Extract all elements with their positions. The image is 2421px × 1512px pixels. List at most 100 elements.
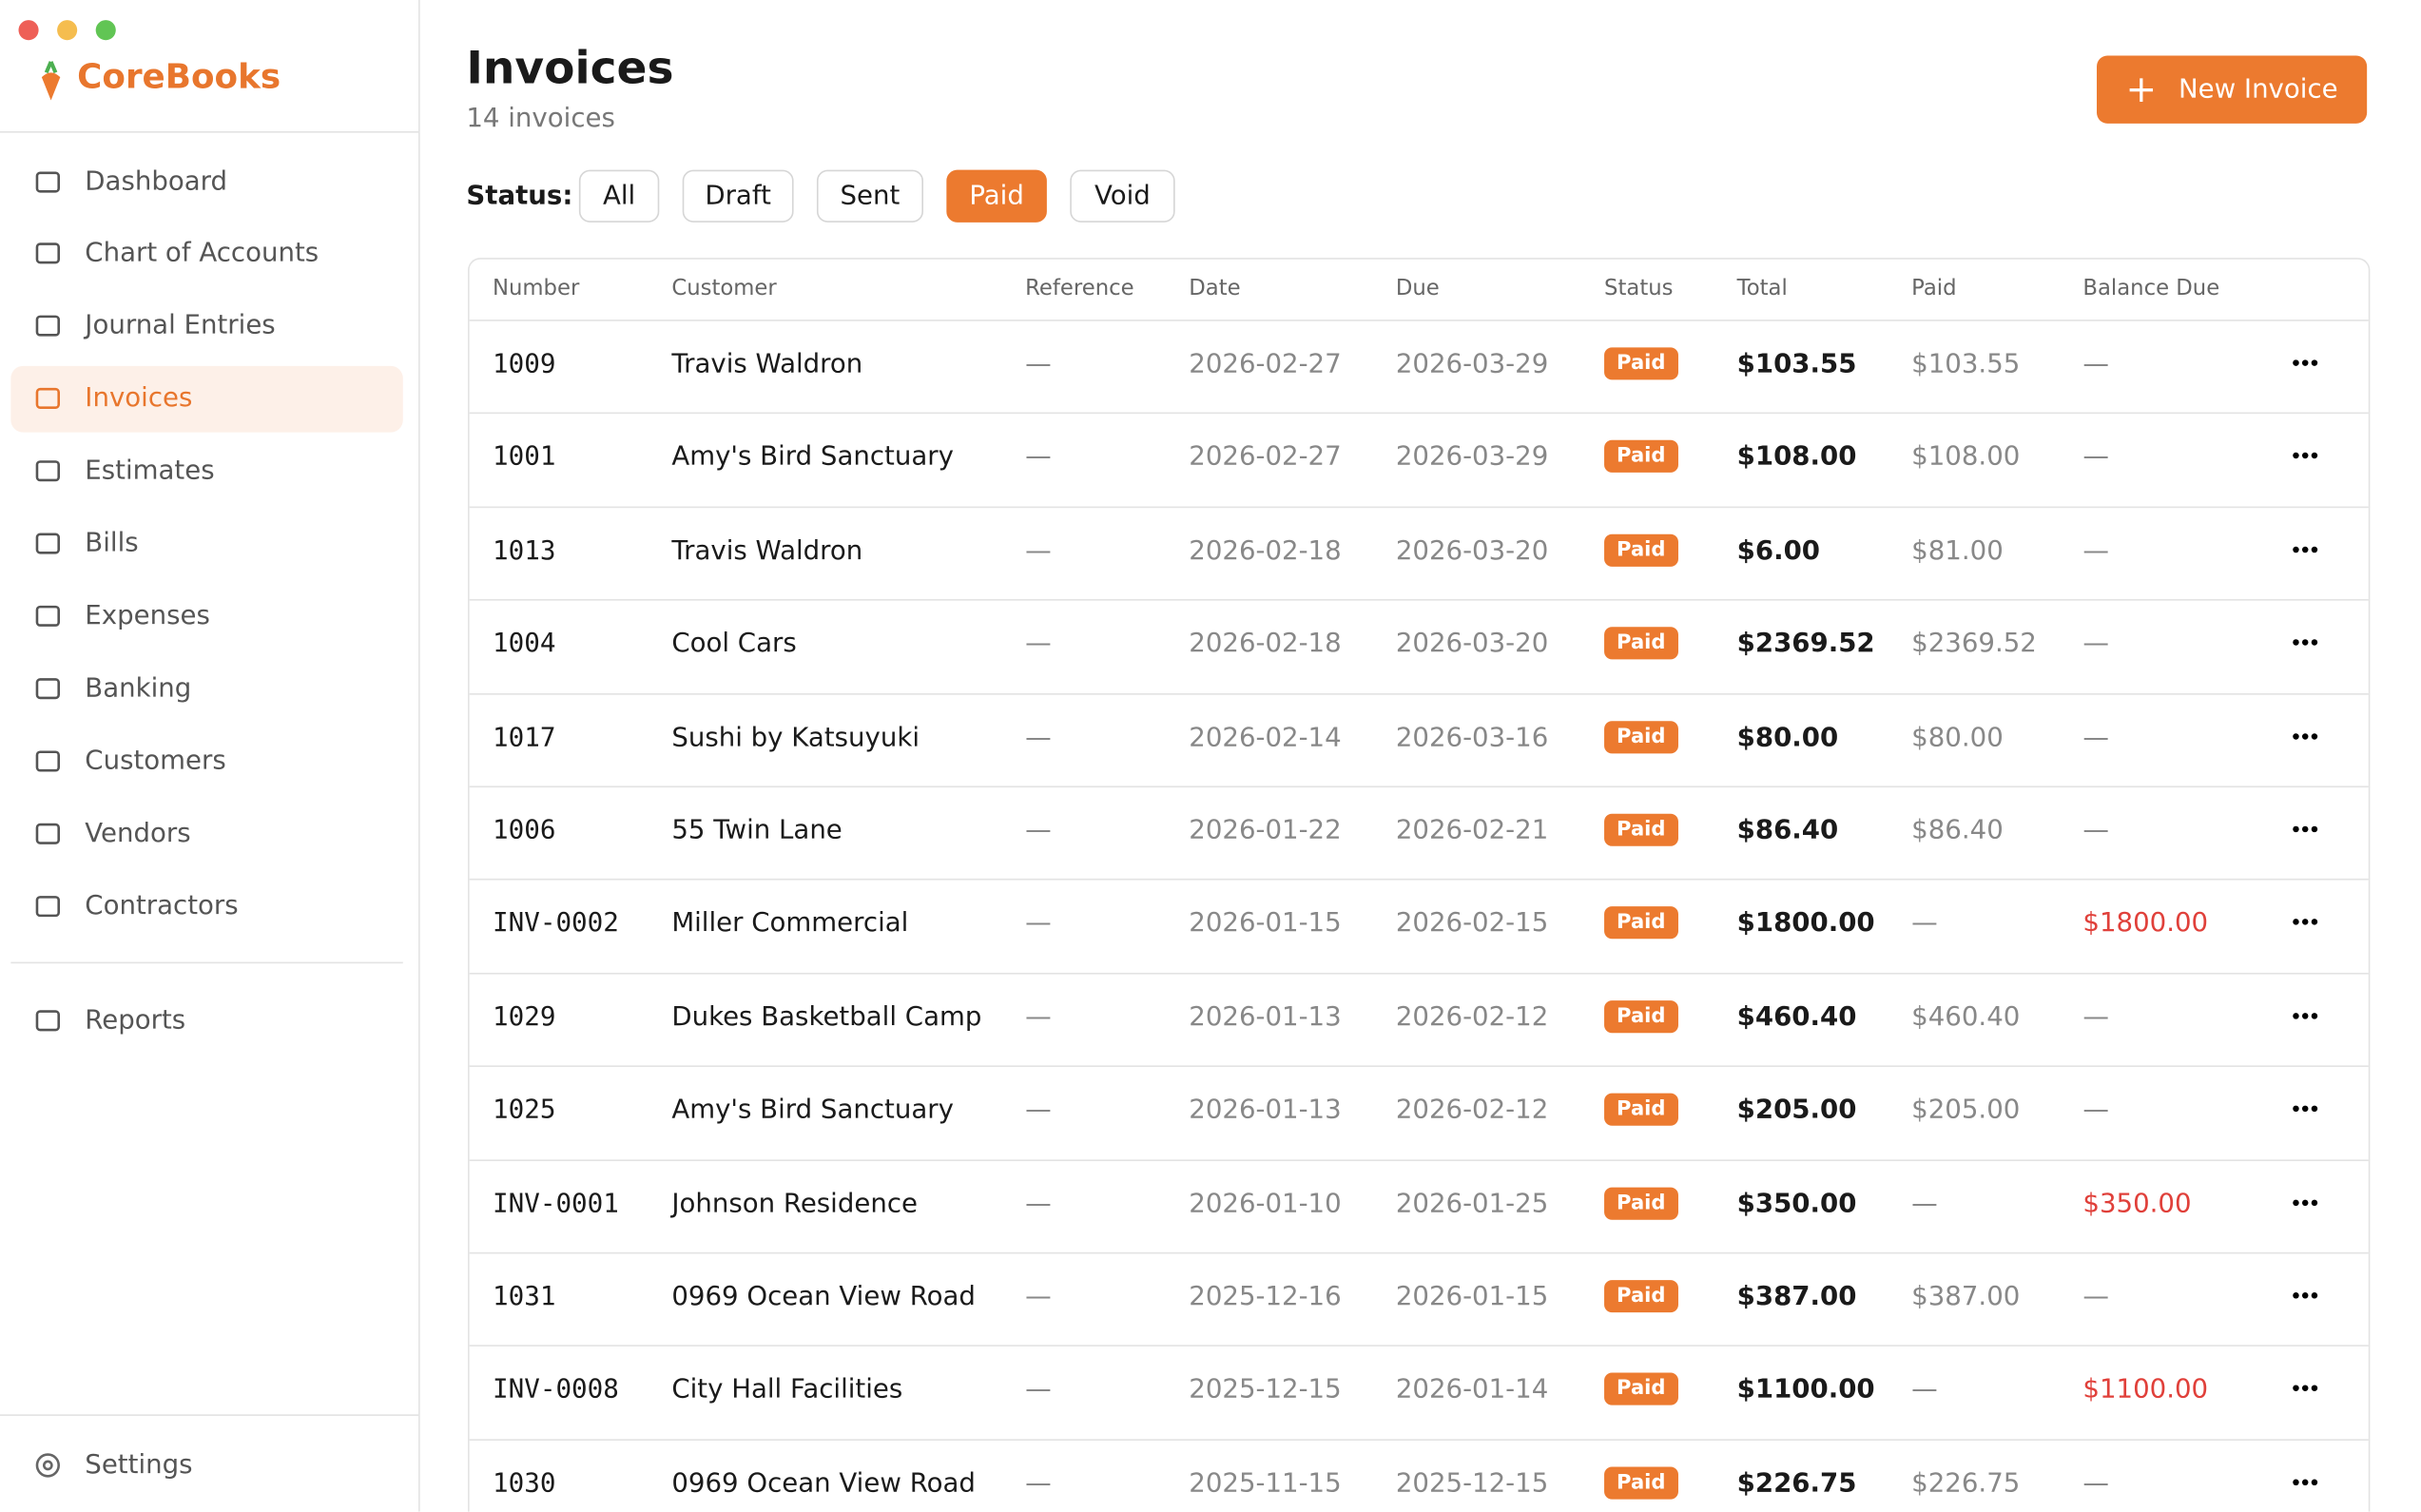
table-cell: $81.00 xyxy=(1911,535,2004,567)
row-actions[interactable] xyxy=(2292,1464,2319,1502)
row-actions[interactable] xyxy=(2292,1370,2319,1409)
nav-item[interactable]: Chart of Accounts xyxy=(10,221,402,287)
invoice-table: Number Customer Reference Date Due Status Tota… xyxy=(467,258,2371,1512)
filter-button[interactable]: Void xyxy=(1070,169,1175,223)
table-cell: $387.00 xyxy=(1736,1281,1857,1313)
settings-link[interactable]: Settings xyxy=(10,1431,402,1498)
nav-item[interactable]: Customers xyxy=(10,727,402,794)
row-actions[interactable] xyxy=(2292,810,2319,849)
table-cell: $1100.00 xyxy=(1736,1374,1875,1406)
row-actions[interactable] xyxy=(2292,1184,2319,1223)
table-cell: $460.40 xyxy=(1911,1001,2021,1033)
table-cell: $2369.52 xyxy=(1736,629,1875,660)
table-cell: Cool Cars xyxy=(671,629,797,660)
nav-label: Dashboard xyxy=(85,165,228,198)
column-header: Customer xyxy=(671,276,777,301)
row-divider xyxy=(469,506,2369,508)
row-actions[interactable] xyxy=(2292,1277,2319,1316)
table-cell: — xyxy=(1025,348,1052,380)
status-badge: Paid xyxy=(1604,1280,1678,1313)
table-cell: — xyxy=(2082,1467,2110,1500)
row-actions[interactable] xyxy=(2292,437,2319,476)
close-button[interactable] xyxy=(18,20,39,41)
row-actions[interactable] xyxy=(2292,717,2319,756)
button-label: New Invoice xyxy=(2178,73,2338,106)
row-actions[interactable] xyxy=(2292,1091,2319,1130)
nav-item[interactable]: Banking xyxy=(10,655,402,722)
nav-label: Journal Entries xyxy=(85,310,276,342)
status-badge: Paid xyxy=(1604,1466,1678,1500)
row-actions[interactable] xyxy=(2292,624,2319,663)
column-header: Number xyxy=(492,276,580,301)
table-cell: Dukes Basketball Camp xyxy=(671,1001,982,1033)
nav-item[interactable]: Journal Entries xyxy=(10,293,402,359)
filter-button[interactable]: Sent xyxy=(816,169,923,223)
nav-item[interactable]: Vendors xyxy=(10,800,402,866)
table-cell: 2026-01-15 xyxy=(1189,908,1342,940)
table-cell: 0969 Ocean View Road xyxy=(671,1281,976,1313)
nav-label: Bills xyxy=(85,528,139,559)
table-cell: City Hall Facilities xyxy=(671,1374,903,1406)
invoice-count: 14 invoices xyxy=(466,103,615,135)
row-actions[interactable] xyxy=(2292,531,2319,570)
table-cell: Travis Waldron xyxy=(671,535,863,567)
divider xyxy=(0,1414,419,1416)
table-cell: INV-0001 xyxy=(492,1188,619,1220)
nav-item[interactable]: Contractors xyxy=(10,872,402,939)
nav-item[interactable]: Reports xyxy=(10,987,402,1054)
status-badge: Paid xyxy=(1604,999,1678,1033)
filter-button[interactable]: All xyxy=(578,169,660,223)
table-cell: $205.00 xyxy=(1736,1095,1857,1126)
zoom-button[interactable] xyxy=(95,20,116,41)
table-cell: $1800.00 xyxy=(2082,908,2209,940)
table-cell: Travis Waldron xyxy=(671,348,863,380)
nav-label: Vendors xyxy=(85,817,191,849)
filter-button[interactable]: Draft xyxy=(682,169,794,223)
nav-label: Estimates xyxy=(85,456,215,487)
table-cell: — xyxy=(2082,629,2110,660)
page-title: Invoices xyxy=(466,41,674,95)
table-cell: — xyxy=(2082,722,2110,753)
table-cell: 2026-01-10 xyxy=(1189,1188,1342,1220)
table-cell: 2026-03-29 xyxy=(1395,348,1549,380)
table-cell: $460.40 xyxy=(1736,1001,1857,1033)
filter-button[interactable]: Paid xyxy=(946,169,1047,223)
nav-item[interactable]: Dashboard xyxy=(10,148,402,215)
row-divider xyxy=(469,972,2369,975)
nav-item[interactable]: Invoices xyxy=(10,365,403,433)
table-cell: 1025 xyxy=(492,1095,556,1126)
table-cell: $387.00 xyxy=(1911,1281,2021,1313)
table-cell: 2026-02-12 xyxy=(1395,1095,1549,1126)
table-cell: 1031 xyxy=(492,1281,556,1313)
column-header: Balance Due xyxy=(2082,276,2220,301)
table-cell: 2026-03-16 xyxy=(1395,722,1549,753)
row-divider xyxy=(469,879,2369,882)
nav-label: Expenses xyxy=(85,600,210,631)
table-cell: 2026-02-27 xyxy=(1189,348,1342,380)
table-cell: 2026-01-22 xyxy=(1189,815,1342,846)
new-invoice-button[interactable]: + New Invoice xyxy=(2097,55,2368,124)
nav-item[interactable]: Estimates xyxy=(10,437,402,504)
row-actions[interactable] xyxy=(2292,998,2319,1037)
row-actions[interactable] xyxy=(2292,344,2319,383)
table-cell: 2026-02-27 xyxy=(1189,442,1342,474)
row-actions[interactable] xyxy=(2292,904,2319,943)
table-cell: — xyxy=(1025,908,1052,940)
minimize-button[interactable] xyxy=(57,20,78,41)
row-divider xyxy=(469,413,2369,415)
table-cell: Amy's Bird Sanctuary xyxy=(671,1095,954,1126)
status-badge: Paid xyxy=(1604,1373,1678,1406)
nav-item[interactable]: Bills xyxy=(10,511,402,577)
row-divider xyxy=(469,1158,2369,1161)
nav-label: Banking xyxy=(85,672,192,705)
nav-item[interactable]: Expenses xyxy=(10,583,402,649)
table-cell: 1017 xyxy=(492,722,556,753)
table-cell: — xyxy=(1025,442,1052,474)
table-cell: 2026-03-20 xyxy=(1395,629,1549,660)
table-cell: 2026-02-12 xyxy=(1395,1001,1549,1033)
table-cell: INV-0002 xyxy=(492,908,619,940)
table-cell: 2026-03-29 xyxy=(1395,442,1549,474)
nav-label: Chart of Accounts xyxy=(85,238,320,270)
table-cell: 2026-01-15 xyxy=(1395,1281,1549,1313)
